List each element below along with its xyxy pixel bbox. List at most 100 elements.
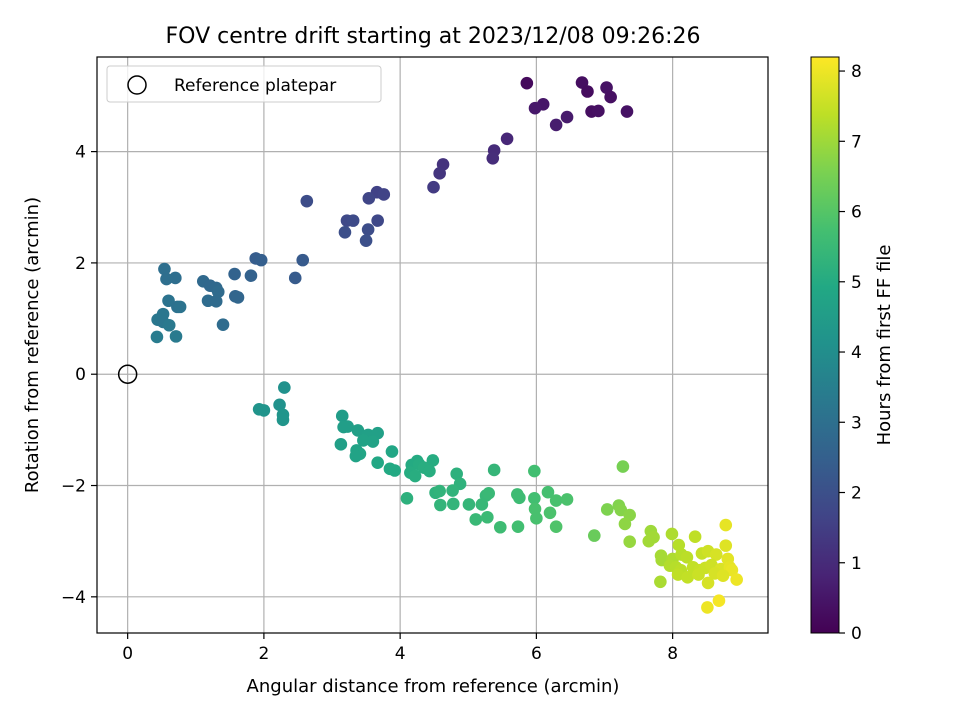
scatter-point [273, 398, 286, 412]
scatter-point [357, 434, 370, 447]
plot-background [97, 57, 768, 633]
scatter-point [528, 101, 542, 115]
colorbar-tick-label: 7 [851, 132, 862, 152]
scatter-point [511, 520, 525, 534]
scatter-point [209, 295, 223, 308]
y-tick-label: −2 [61, 477, 86, 497]
scatter-point [500, 132, 514, 146]
scatter-point [560, 493, 574, 506]
y-tick-label: 4 [75, 143, 86, 163]
scatter-point [692, 568, 705, 581]
x-tick-label: 6 [531, 644, 542, 664]
scatter-point [400, 492, 414, 505]
colorbar-ticks: 0 1 2 3 4 5 6 7 8 [839, 62, 862, 644]
y-axis-ticks: −4 −2 0 2 4 [61, 143, 97, 608]
scatter-point [719, 539, 733, 552]
scatter-point [592, 104, 605, 118]
scatter-point [665, 527, 679, 541]
scatter-point [244, 269, 258, 283]
scatter-point [427, 180, 440, 194]
scatter-point [681, 571, 694, 584]
scatter-point [211, 285, 225, 299]
scatter-point [486, 151, 500, 165]
grid-lines [97, 57, 768, 633]
scatter-point [481, 510, 494, 524]
scatter-point [654, 575, 667, 589]
x-tick-label: 2 [258, 644, 269, 664]
scatter-point [604, 90, 617, 104]
scatter-point [351, 424, 365, 437]
scatter-point [549, 520, 563, 534]
colorbar-tick-label: 8 [851, 62, 862, 82]
x-tick-label: 0 [122, 644, 133, 664]
legend-marker-icon [127, 75, 147, 95]
scatter-point [560, 110, 574, 124]
scatter-point [341, 420, 354, 433]
y-tick-label: 2 [75, 254, 86, 274]
scatter-point [528, 492, 541, 505]
scatter-point [423, 464, 436, 478]
scatter-point [482, 487, 496, 500]
scatter-point [709, 548, 723, 561]
scatter-point [278, 381, 291, 394]
scatter-point [620, 105, 634, 118]
scatter-point [587, 529, 601, 542]
scatter-point [549, 118, 563, 132]
colorbar-tick-label: 3 [851, 413, 862, 433]
colorbar-tick-label: 0 [851, 624, 862, 644]
legend: Reference platepar [106, 65, 382, 103]
scatter-point [469, 513, 483, 526]
scatter-point [600, 81, 613, 94]
scatter-point [216, 318, 230, 331]
scatter-point [162, 318, 176, 332]
chart-title: FOV centre drift starting at 2023/12/08 … [166, 24, 701, 49]
scatter-point [349, 449, 363, 463]
scatter-point [701, 601, 714, 614]
scatter-point [642, 534, 656, 548]
scatter-point [426, 454, 440, 467]
scatter-point [366, 435, 380, 448]
scatter-point [338, 226, 352, 239]
scatter-point [600, 503, 614, 516]
plot-frame [96, 56, 769, 634]
scatter-point [493, 520, 507, 534]
scatter-point [228, 267, 241, 281]
scatter-point [150, 330, 164, 344]
colorbar-label: Hours from first FF file [874, 245, 895, 446]
plot-area: 0 2 4 6 8 −4 −2 0 2 4 [61, 56, 769, 664]
scatter-point [616, 460, 630, 473]
colorbar-tick-label: 1 [851, 554, 862, 574]
scatter-point [433, 484, 446, 498]
scatter-point [362, 192, 376, 205]
reference-marker [117, 364, 138, 384]
colorbar-tick-label: 6 [851, 203, 862, 223]
colorbar: 0 1 2 3 4 5 6 7 8 Hours from first FF file [810, 56, 895, 644]
scatter-point [359, 234, 373, 247]
y-axis-label: Rotation from reference (arcmin) [22, 197, 43, 493]
scatter-point [254, 253, 268, 267]
scatter-point [288, 271, 302, 285]
scatter-point [257, 404, 271, 417]
scatter-point [487, 463, 501, 477]
scatter-point [433, 167, 446, 180]
legend-box [106, 65, 382, 103]
scatter-point [549, 494, 563, 507]
legend-label: Reference platepar [174, 76, 336, 96]
scatter-point [719, 518, 733, 532]
scatter-point [530, 512, 543, 525]
scatter-point [371, 456, 384, 470]
scatter-point [672, 538, 686, 552]
scatter-point [730, 573, 743, 586]
scatter-point [618, 517, 632, 531]
scatter-point [623, 535, 637, 549]
y-tick-label: −4 [61, 588, 86, 608]
x-axis-ticks: 0 2 4 6 8 [122, 633, 678, 664]
colorbar-tick-label: 2 [851, 484, 862, 504]
y-tick-label: 0 [75, 365, 86, 385]
scatter-point [408, 469, 422, 483]
scatter-point [528, 464, 541, 478]
scatter-point [671, 568, 685, 581]
scatter-point [712, 594, 726, 608]
colorbar-gradient [810, 56, 840, 634]
